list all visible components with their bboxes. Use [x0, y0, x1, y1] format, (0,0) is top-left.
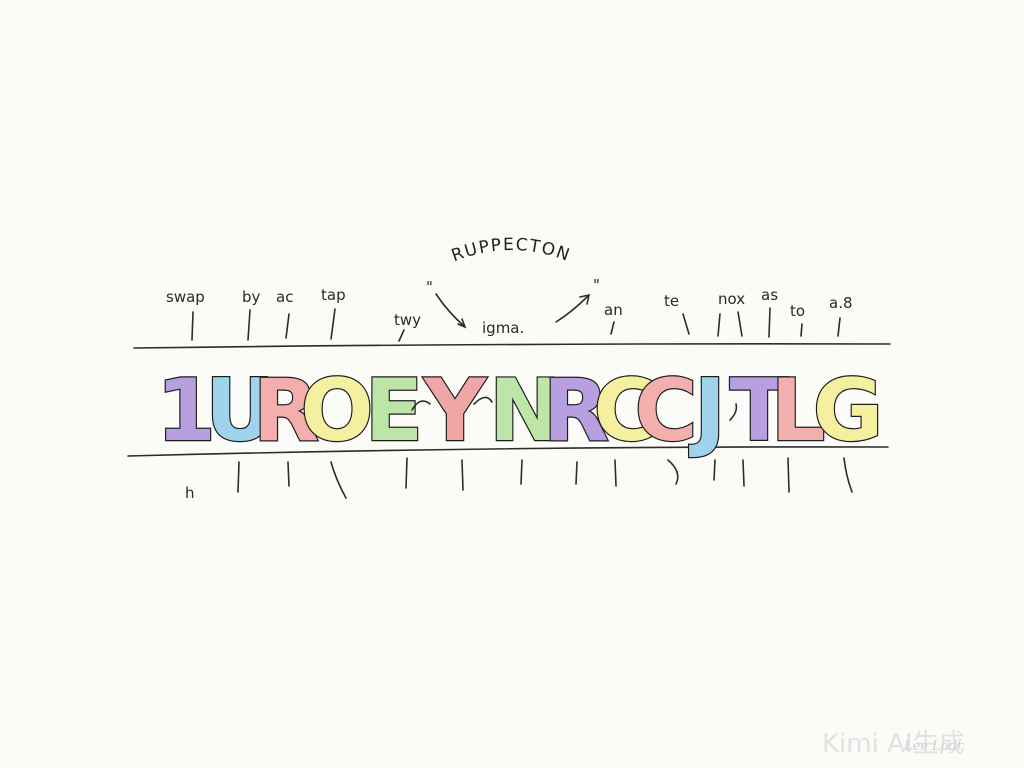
bottom-glyph: h [185, 484, 195, 502]
top-label: ac [276, 288, 293, 306]
letter-row: 1 U R O E Y N R C C J T L G [155, 360, 885, 462]
top-label: igma. [482, 319, 524, 337]
squiggle-arrow [729, 403, 738, 421]
letter-tile: G [813, 361, 884, 461]
quote-mark-right: " [593, 276, 600, 294]
squiggle-arrow [411, 400, 431, 411]
left-curve-arrow [435, 293, 465, 327]
letter-tile: L [771, 361, 826, 461]
right-curve-arrow [555, 295, 589, 323]
letter-tile: E [365, 361, 424, 461]
letter-tile: Y [423, 361, 488, 461]
top-label: te [664, 292, 679, 310]
watermark: Kimi AI生成 [822, 729, 965, 759]
top-label: a.8 [829, 294, 853, 312]
letter-tile: N [489, 361, 561, 461]
letter-tile: T [730, 361, 789, 461]
top-label: by [242, 288, 261, 306]
squiggle-arrow [473, 396, 493, 405]
letter-tile: R [253, 361, 319, 461]
top-label: twy [394, 311, 421, 329]
bottom-rail-line [127, 446, 889, 457]
arc-title: RUPPECTON [449, 235, 573, 266]
letter-tile: R [543, 361, 609, 461]
letter-tile: J [689, 361, 726, 461]
top-label: nox [718, 290, 745, 308]
letter-tile: U [205, 361, 275, 461]
artist-signature: Lee Lodr [903, 739, 964, 754]
left-arrowhead [457, 318, 467, 329]
bottom-ticks [237, 457, 853, 499]
top-ticks [191, 307, 841, 342]
letter-tile: C [593, 361, 656, 461]
top-labels: swap by ac tap twy igma. an te nox as to… [166, 286, 853, 337]
top-label: tap [321, 286, 346, 304]
quote-mark-left: " [426, 278, 433, 296]
letter-tile: O [300, 361, 373, 461]
letter-tile: C [634, 361, 697, 461]
letter-tile: 1 [156, 361, 216, 461]
right-arrowhead [579, 293, 591, 305]
top-label: an [604, 301, 623, 319]
top-label: as [761, 286, 778, 304]
top-label: to [790, 302, 805, 320]
top-label: swap [166, 288, 205, 306]
top-rail-line [133, 343, 891, 349]
